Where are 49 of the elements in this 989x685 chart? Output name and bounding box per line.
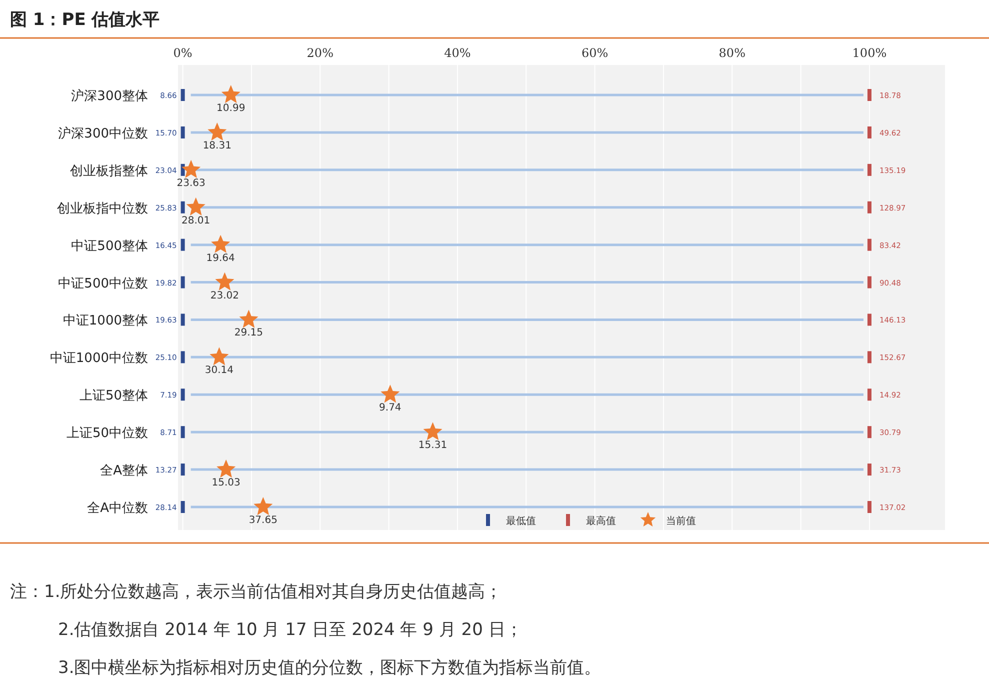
point [216, 460, 236, 478]
annotation: 23.02 [210, 290, 240, 302]
annotation: 9.74 [379, 402, 402, 414]
chart-title: 图 1：PE 估值水平 [10, 10, 160, 30]
x-tick-label: 20% [306, 46, 334, 60]
point [215, 272, 234, 290]
y-tick-label: 中证1000中位数 [50, 351, 148, 366]
point [423, 422, 442, 440]
y-tick-label: 全A整体 [100, 464, 148, 479]
annotation: 15.03 [212, 478, 240, 489]
annotation: 29.15 [234, 328, 264, 339]
legend-label: 最低值 [506, 516, 536, 527]
y-tick-label: 沪深300中位数 [58, 125, 148, 142]
y-tick-label: 中证500整体 [71, 238, 148, 254]
y-tick-label: 中证1000整体 [62, 314, 148, 329]
y-tick-label: 中证500中位数 [58, 276, 148, 292]
legend-label: 最高值 [586, 515, 616, 527]
annotation: 30.14 [204, 365, 234, 376]
point [210, 347, 229, 366]
annotation: 19.64 [206, 252, 235, 264]
y-tick-label: 上证50整体 [79, 388, 148, 404]
annotation: 10.99 [216, 103, 246, 114]
point [221, 85, 240, 104]
annotation: 15.31 [418, 440, 448, 452]
point [186, 197, 206, 216]
text: 3.图中横坐标为指标相对历史值的分位数，图标下方数值为指标当前值。 [58, 658, 602, 678]
y-tick-label: 全A中位数 [87, 501, 148, 516]
legend-label: 当前值 [666, 515, 696, 527]
text: 注：1.所处分位数越高，表示当前估值相对其自身历史估值越高； [10, 582, 502, 602]
x-tick-label: 0% [173, 46, 192, 60]
x-tick-label: 100% [852, 46, 887, 60]
text: 2.估值数据自 2014 年 10 月 17 日至 2024 年 9 月 20 日； [58, 620, 522, 640]
annotation: 37.65 [248, 515, 278, 526]
annotation: 28.01 [182, 215, 210, 226]
point [211, 234, 230, 253]
x-tick-label: 60% [581, 46, 608, 60]
y-tick-label: 上证50中位数 [66, 426, 148, 442]
annotation: 18.31 [202, 140, 232, 152]
y-tick-label: 创业板指整体 [70, 164, 148, 179]
x-tick-label: 40% [444, 46, 471, 60]
point [254, 497, 273, 516]
point [208, 122, 227, 141]
x-tick-label: 80% [718, 46, 746, 60]
y-tick-label: 沪深300整体 [71, 88, 148, 104]
point [380, 384, 400, 403]
y-tick-label: 创业板指中位数 [57, 201, 148, 216]
annotation: 23.63 [176, 178, 206, 189]
point [239, 310, 258, 328]
point [182, 160, 201, 178]
